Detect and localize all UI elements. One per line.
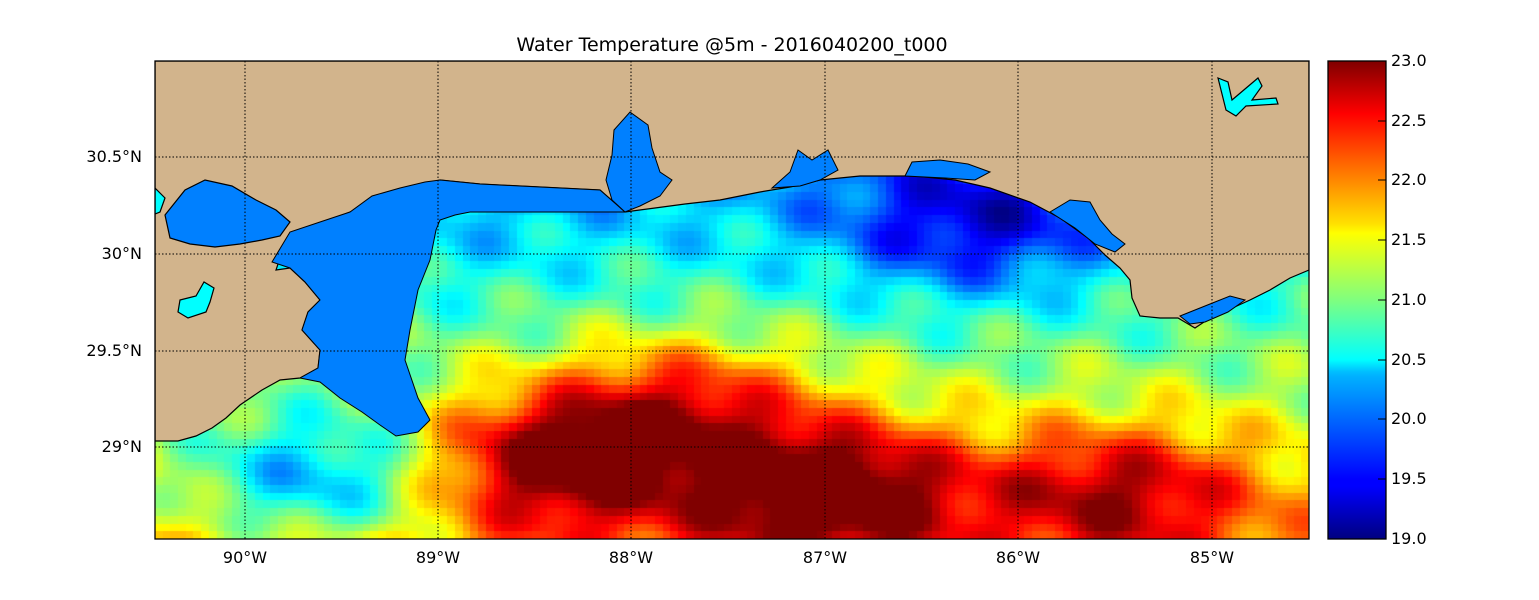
graticule [155, 61, 1309, 539]
colorbar-tick-label: 21.5 [1391, 230, 1427, 249]
colorbar-ticks [1378, 60, 1386, 540]
lat-label: 30.5°N [86, 147, 142, 166]
lon-label: 85°W [1189, 548, 1235, 567]
mobile-bay [605, 111, 673, 213]
lake-borgne-marsh [271, 179, 627, 437]
map-frame [154, 60, 1310, 540]
colorbar [1327, 60, 1387, 540]
lat-label: 30°N [101, 244, 142, 263]
lon-label: 89°W [415, 548, 461, 567]
st-andrew-bay [1049, 199, 1126, 253]
pensacola-bay [770, 149, 839, 189]
plot-title: Water Temperature @5m - 2016040200_t000 [516, 34, 948, 56]
inland-lake-corner [155, 187, 166, 215]
lat-label: 29.5°N [86, 341, 142, 360]
colorbar-tick-label: 20.0 [1391, 409, 1427, 428]
lake-seminole [1217, 77, 1279, 117]
lon-label: 86°W [995, 548, 1041, 567]
lon-label: 88°W [608, 548, 654, 567]
lake-pontchartrain [164, 179, 291, 248]
colorbar-tick-label: 23.0 [1391, 51, 1427, 70]
colorbar-tick-label: 19.5 [1391, 469, 1427, 488]
lon-label: 87°W [802, 548, 848, 567]
lon-label: 90°W [222, 548, 268, 567]
choctawhatchee-bay [904, 159, 992, 181]
lat-label: 29°N [101, 437, 142, 456]
colorbar-tick-label: 22.5 [1391, 111, 1427, 130]
colorbar-tick-label: 21.0 [1391, 290, 1427, 309]
inland-lake-west [177, 281, 215, 319]
colorbar-tick-label: 22.0 [1391, 170, 1427, 189]
colorbar-tick-label: 20.5 [1391, 350, 1427, 369]
colorbar-tick-label: 19.0 [1391, 529, 1427, 548]
